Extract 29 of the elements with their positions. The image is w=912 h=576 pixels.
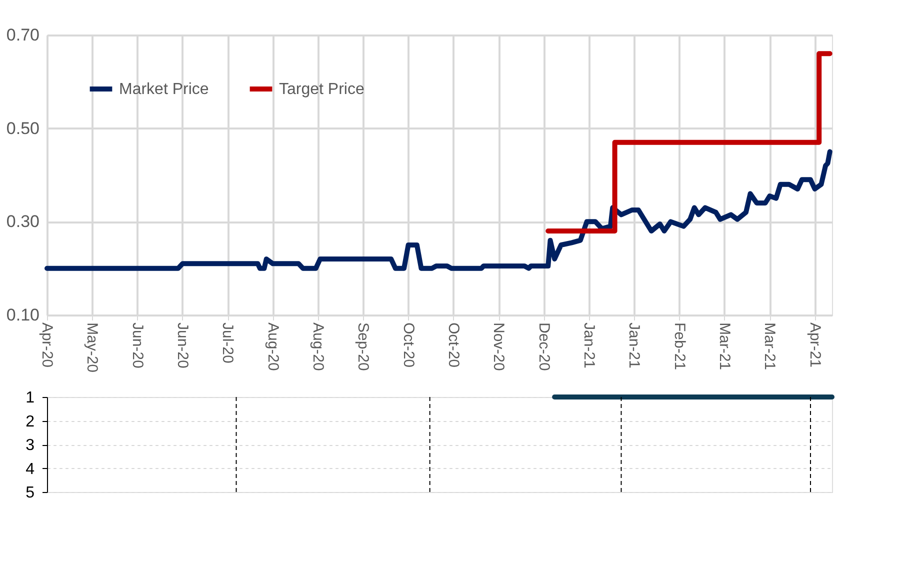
x-tick-label: Jan-21 (626, 322, 643, 368)
y-tick-label: 5 (26, 484, 35, 502)
y-tick-label: 1 (26, 390, 35, 406)
x-tick-label: Jun-20 (174, 322, 191, 368)
x-tick-label: Sep-20 (354, 322, 372, 371)
x-tick-label: Dec-20 (535, 322, 552, 371)
x-tick-label: Jan-21 (580, 322, 598, 368)
x-tick-label: Oct-20 (400, 322, 417, 368)
x-tick-label: May-20 (84, 322, 101, 373)
legend-label: Target Price (279, 81, 364, 98)
x-tick-label: Oct-20 (444, 322, 462, 368)
x-tick-label: Aug-20 (264, 322, 282, 371)
x-tick-label: Feb-21 (670, 322, 688, 370)
y-tick-label: 0.30 (6, 212, 40, 232)
y-tick-label: 4 (26, 460, 35, 478)
y-tick-label: 0.50 (6, 118, 40, 138)
x-tick-label: Mar-21 (716, 322, 733, 370)
x-tick-label: Apr-20 (38, 322, 56, 368)
x-tick-label: Aug-20 (309, 322, 326, 371)
x-tick-label: Apr-21 (806, 322, 824, 368)
y-tick-label: 3 (26, 437, 35, 454)
y-tick-label: 0.70 (6, 26, 40, 44)
x-tick-label: Jul-20 (219, 322, 236, 364)
x-tick-label: Mar-21 (761, 322, 778, 370)
x-tick-label: Jun-20 (128, 322, 146, 368)
x-tick-label: Nov-20 (490, 322, 508, 371)
y-tick-label: 2 (26, 413, 35, 430)
y-tick-label: 0.10 (6, 306, 40, 324)
legend-label: Market Price (119, 81, 209, 98)
